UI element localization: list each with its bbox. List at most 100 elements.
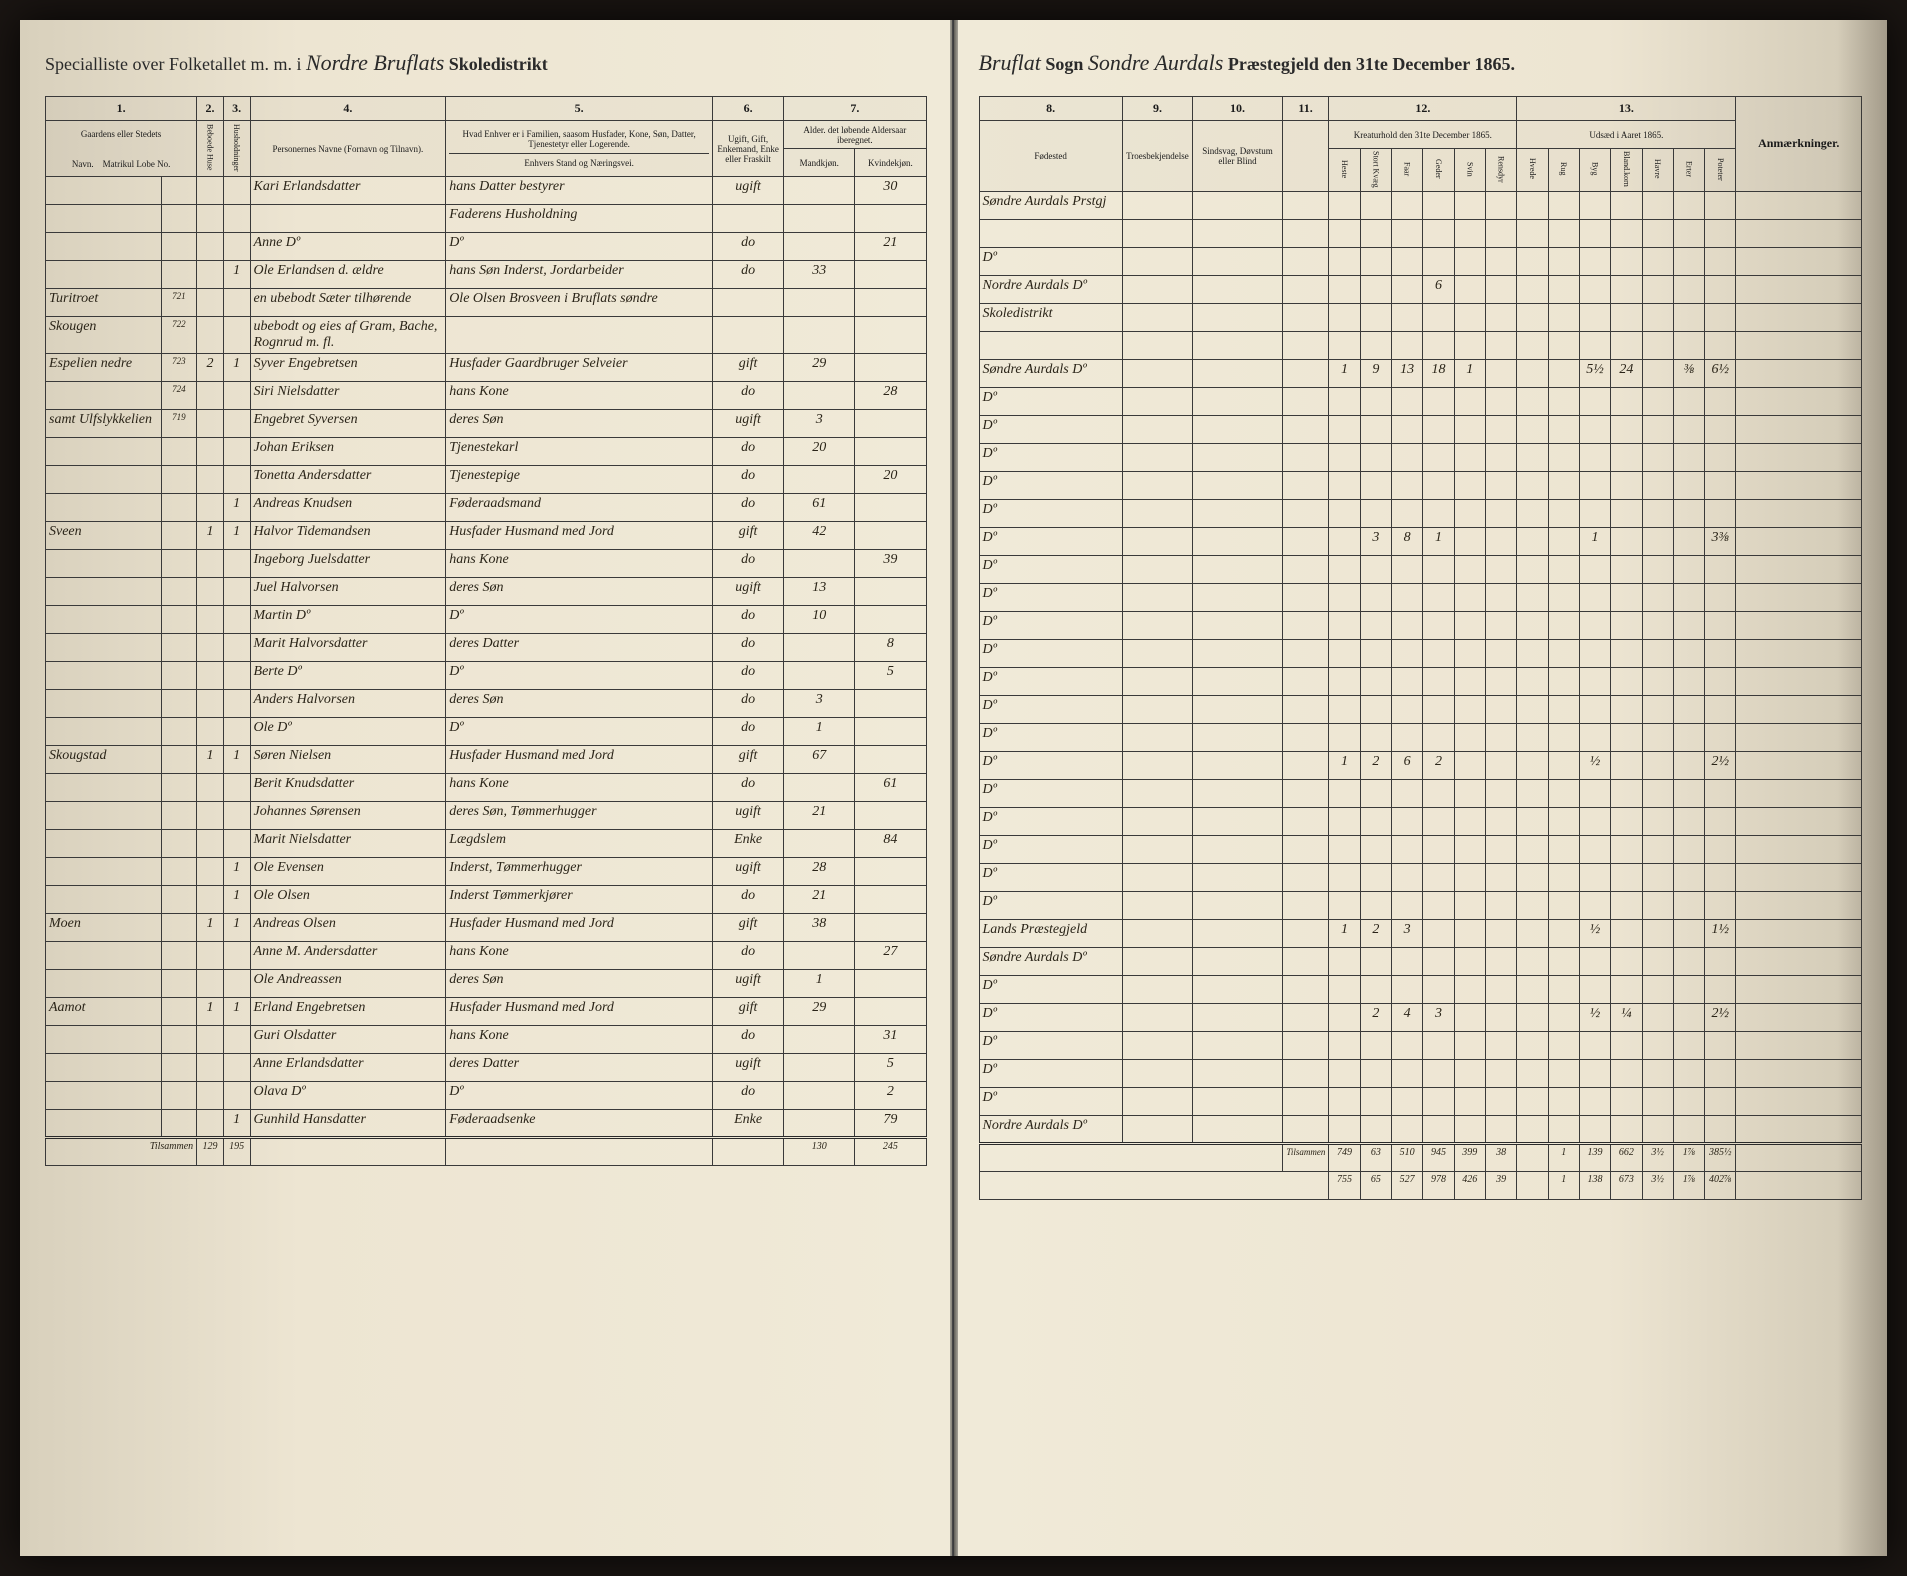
cell-navn: Ole Erlandsen d. ældre [250,261,446,289]
cell-crop [1642,555,1673,583]
cell-crop [1517,695,1548,723]
cell-sind [1193,975,1283,1003]
cell-crop [1611,835,1642,863]
cell-crop [1673,247,1704,275]
cell-livestock [1360,443,1391,471]
cell-crop: 5½ [1579,359,1610,387]
cell-gaard [46,774,162,802]
cell-navn: en ubebodt Sæter tilhørende [250,289,446,317]
cell-livestock [1454,471,1485,499]
cell-crop [1548,947,1579,975]
cell-crop [1673,527,1704,555]
cell-11 [1282,611,1329,639]
cell-fode: Nordre Aurdals Dº [979,275,1122,303]
cell-crop [1642,191,1673,219]
cell-h [223,606,250,634]
cell-livestock [1329,583,1360,611]
cell-livestock [1392,331,1423,359]
cell-troe [1122,779,1192,807]
table-row: Dº [979,387,1862,415]
cell-p [197,438,224,466]
cell-p [197,578,224,606]
cell-sind [1193,359,1283,387]
cell-p [197,606,224,634]
cell-crop [1673,415,1704,443]
cell-crop [1642,723,1673,751]
cell-crop [1611,947,1642,975]
cell-mn [161,550,197,578]
table-row: Olava DºDºdo2 [46,1082,927,1110]
cell-livestock [1454,723,1485,751]
cell-crop [1517,835,1548,863]
cell-navn: Johan Eriksen [250,438,446,466]
cell-livestock [1485,835,1516,863]
cell-livestock [1485,1087,1516,1115]
cell-age-k: 39 [855,550,926,578]
cell-11 [1282,863,1329,891]
cell-crop [1705,947,1736,975]
cell-crop [1673,807,1704,835]
cell-fode: Dº [979,471,1122,499]
cell-11 [1282,555,1329,583]
cell-crop [1705,975,1736,1003]
cell-11 [1282,639,1329,667]
table-row: Dº [979,1031,1862,1059]
cell-stand: hans Kone [446,942,713,970]
cell-livestock [1485,1003,1516,1031]
cell-fode: Dº [979,527,1122,555]
cell-navn: Anders Halvorsen [250,690,446,718]
cell-crop [1705,555,1736,583]
cell-stand: Husfader Gaardbruger Selveier [446,354,713,382]
cell-fode: Dº [979,1087,1122,1115]
cell-mn [161,690,197,718]
cell-crop [1611,779,1642,807]
cell-sind [1193,387,1283,415]
cell-livestock [1360,219,1391,247]
cell-crop [1548,695,1579,723]
cell-h [223,289,250,317]
cell-h [223,550,250,578]
header-date: 31te December 1865. [1356,54,1515,74]
cell-crop [1611,863,1642,891]
cell-crop [1579,1059,1610,1087]
cell-livestock [1485,191,1516,219]
cell-stand: deres Datter [446,1054,713,1082]
cell-11 [1282,219,1329,247]
cell-crop [1611,583,1642,611]
cell-livestock [1329,331,1360,359]
cell-crop [1705,639,1736,667]
cell-h [223,774,250,802]
cell-crop [1517,1003,1548,1031]
table-row: Johannes Sørensenderes Søn, Tømmerhugger… [46,802,927,830]
cell-livestock [1392,639,1423,667]
cell-crop [1642,751,1673,779]
cell-crop [1611,667,1642,695]
cell-11 [1282,891,1329,919]
cell-livestock [1485,219,1516,247]
cell-fode: Dº [979,639,1122,667]
cell-p [197,177,224,205]
livestock-crop-col: Byg [1579,149,1610,192]
cell-troe [1122,947,1192,975]
table-row: Dº [979,611,1862,639]
cell-status: ugift [713,802,784,830]
cell-livestock: 1 [1329,359,1360,387]
cell-h [223,802,250,830]
cell-crop: 3⅜ [1705,527,1736,555]
cell-age-m [784,550,855,578]
cell-livestock [1423,331,1454,359]
table-row: Espelien nedre72321Syver EngebretsenHusf… [46,354,927,382]
cell-crop [1611,415,1642,443]
cell-p [197,774,224,802]
cell-crop [1705,387,1736,415]
cell-crop [1642,275,1673,303]
cell-navn: Berte Dº [250,662,446,690]
cell-age-k: 27 [855,942,926,970]
cell-gaard [46,382,162,410]
cell-sind [1193,443,1283,471]
cell-livestock [1485,387,1516,415]
cell-livestock [1454,807,1485,835]
cell-crop [1579,807,1610,835]
cell-sind [1193,415,1283,443]
cell-fode: Dº [979,975,1122,1003]
